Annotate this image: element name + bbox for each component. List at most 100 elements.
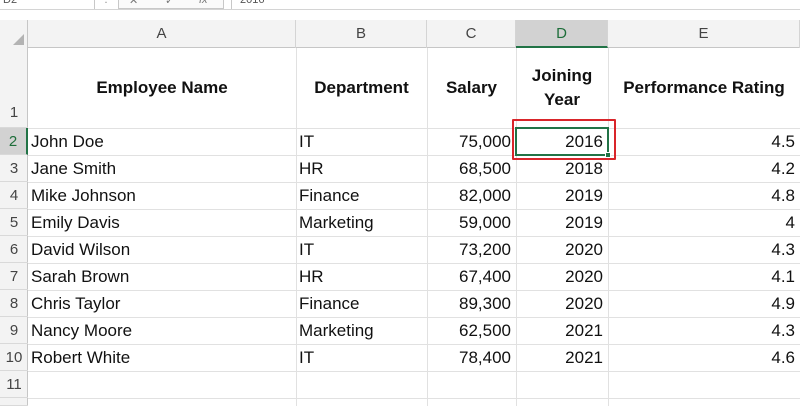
header-label: Salary — [445, 78, 498, 97]
cell-salary[interactable]: 62,500 — [459, 321, 511, 340]
cell-joining-year[interactable]: 2021 — [565, 348, 603, 367]
row-header-10[interactable]: 10 — [0, 344, 28, 371]
cell-salary[interactable]: 68,500 — [459, 159, 511, 178]
select-all-button[interactable] — [0, 20, 28, 48]
header-department[interactable]: Department — [296, 48, 427, 128]
header-label: Department — [314, 78, 409, 97]
cell-joining-year[interactable]: 2021 — [565, 321, 603, 340]
column-header-e[interactable]: E — [608, 20, 800, 48]
cell-performance-rating[interactable]: 4.6 — [771, 348, 795, 367]
cell-employee-name[interactable]: Robert White — [31, 348, 131, 367]
cell-department[interactable]: Marketing — [299, 321, 374, 340]
row-header-1[interactable]: 1 — [0, 48, 28, 128]
cell-department[interactable]: HR — [299, 159, 324, 178]
cell-joining-year[interactable]: 2020 — [565, 294, 603, 313]
more-options-icon[interactable]: ⋮ — [101, 0, 111, 5]
cell-employee-name[interactable]: Jane Smith — [31, 159, 117, 178]
row-header-12[interactable]: 12 — [0, 398, 28, 406]
cell-joining-year[interactable]: 2018 — [565, 159, 603, 178]
cell-joining-year[interactable]: 2019 — [565, 186, 603, 205]
gridline — [28, 182, 800, 183]
column-header-b[interactable]: B — [296, 20, 427, 48]
confirm-icon[interactable]: ✓ — [165, 0, 175, 7]
formula-controls: ✕ ✓ fx — [118, 0, 224, 9]
gridline — [296, 48, 297, 406]
cancel-icon[interactable]: ✕ — [129, 0, 139, 7]
cell-department[interactable]: HR — [299, 267, 324, 286]
cell-employee-name[interactable]: Mike Johnson — [31, 186, 136, 205]
row-header-strip: 1 2 3 4 5 6 7 8 9 10 11 12 — [0, 48, 28, 406]
cell-employee-name[interactable]: Emily Davis — [31, 213, 120, 232]
header-label-line-1: Joining — [531, 66, 593, 85]
header-salary[interactable]: Salary — [427, 48, 516, 128]
row-header-2[interactable]: 2 — [0, 128, 28, 155]
row-header-5[interactable]: 5 — [0, 209, 28, 236]
cell-joining-year[interactable]: 2020 — [565, 267, 603, 286]
row-header-3[interactable]: 3 — [0, 155, 28, 182]
cell-performance-rating[interactable]: 4.5 — [771, 132, 795, 151]
cell-department[interactable]: Marketing — [299, 213, 374, 232]
formula-input[interactable]: 2016 — [231, 0, 800, 9]
gridline — [28, 398, 800, 399]
cell-performance-rating[interactable]: 4.3 — [771, 240, 795, 259]
cell-performance-rating[interactable]: 4.3 — [771, 321, 795, 340]
gridline — [28, 209, 800, 210]
gridline — [608, 48, 609, 406]
cell-employee-name[interactable]: Sarah Brown — [31, 267, 130, 286]
name-box[interactable]: D2 — [0, 0, 95, 9]
cell-employee-name[interactable]: Chris Taylor — [31, 294, 121, 313]
insert-function-icon[interactable]: fx — [199, 0, 208, 6]
cell-performance-rating[interactable]: 4.9 — [771, 294, 795, 313]
cell-salary[interactable]: 89,300 — [459, 294, 511, 313]
cell-department[interactable]: IT — [299, 240, 315, 259]
cell-performance-rating[interactable]: 4.2 — [771, 159, 795, 178]
column-header-c[interactable]: C — [427, 20, 516, 48]
gridline — [28, 128, 800, 129]
gridline — [427, 48, 428, 406]
cell-salary[interactable]: 67,400 — [459, 267, 511, 286]
cell-salary[interactable]: 82,000 — [459, 186, 511, 205]
cell-salary[interactable]: 78,400 — [459, 348, 511, 367]
cell-department[interactable]: IT — [299, 132, 315, 151]
gridline — [28, 236, 800, 237]
row-header-6[interactable]: 6 — [0, 236, 28, 263]
row-header-8[interactable]: 8 — [0, 290, 28, 317]
header-joining-year[interactable]: Joining Year — [516, 48, 608, 128]
row-header-4[interactable]: 4 — [0, 182, 28, 209]
cell-employee-name[interactable]: Nancy Moore — [31, 321, 133, 340]
cell-salary[interactable]: 59,000 — [459, 213, 511, 232]
cell-joining-year[interactable]: 2016 — [565, 132, 603, 151]
cell-employee-name[interactable]: David Wilson — [31, 240, 131, 259]
cell-department[interactable]: Finance — [299, 294, 360, 313]
cell-grid: Employee Name Department Salary Joining … — [28, 48, 800, 406]
fill-handle[interactable] — [605, 152, 611, 158]
row-header-7[interactable]: 7 — [0, 263, 28, 290]
active-cell-border — [515, 127, 609, 156]
formula-bar: D2 ⋮ ✕ ✓ fx 2016 — [0, 0, 800, 10]
cell-employee-name[interactable]: John Doe — [31, 132, 104, 151]
gridline — [28, 317, 800, 318]
header-label: Performance Rating — [623, 78, 785, 97]
gridline — [28, 290, 800, 291]
gridline — [28, 371, 800, 372]
gridline — [516, 48, 517, 406]
cell-department[interactable]: Finance — [299, 186, 360, 205]
row-header-11[interactable]: 11 — [0, 371, 28, 398]
cell-performance-rating[interactable]: 4.8 — [771, 186, 795, 205]
select-all-icon — [13, 34, 24, 45]
cell-performance-rating[interactable]: 4.1 — [771, 267, 795, 286]
cell-salary[interactable]: 73,200 — [459, 240, 511, 259]
cell-joining-year[interactable]: 2020 — [565, 240, 603, 259]
header-performance-rating[interactable]: Performance Rating — [608, 48, 800, 128]
cell-department[interactable]: IT — [299, 348, 315, 367]
column-header-d[interactable]: D — [516, 20, 608, 48]
header-employee-name[interactable]: Employee Name — [28, 48, 296, 128]
column-header-strip: A B C D E — [0, 20, 800, 48]
row-header-9[interactable]: 9 — [0, 317, 28, 344]
cell-performance-rating[interactable]: 4 — [785, 213, 795, 232]
cell-joining-year[interactable]: 2019 — [565, 213, 603, 232]
column-header-a[interactable]: A — [28, 20, 296, 48]
gridline — [28, 155, 800, 156]
cell-salary[interactable]: 75,000 — [459, 132, 511, 151]
